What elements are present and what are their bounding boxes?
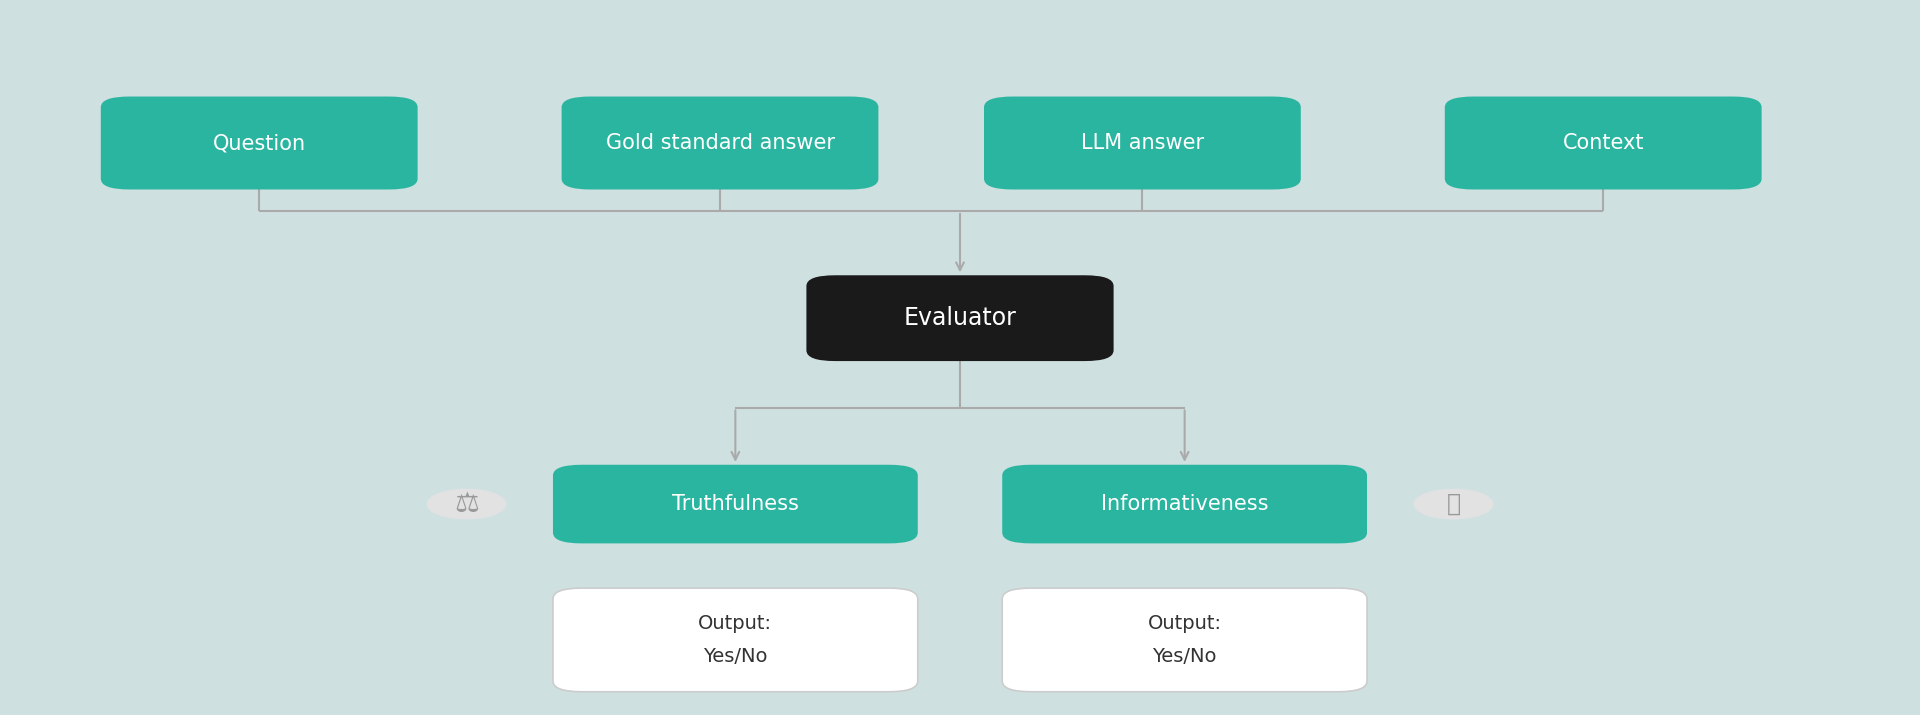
- Text: LLM answer: LLM answer: [1081, 133, 1204, 153]
- FancyBboxPatch shape: [1444, 97, 1763, 189]
- Text: Informativeness: Informativeness: [1100, 494, 1269, 514]
- Text: Truthfulness: Truthfulness: [672, 494, 799, 514]
- FancyBboxPatch shape: [1002, 465, 1367, 543]
- Text: 🔍: 🔍: [1446, 492, 1461, 516]
- Text: Output:
Yes/No: Output: Yes/No: [1148, 614, 1221, 666]
- FancyBboxPatch shape: [561, 97, 879, 189]
- Text: Evaluator: Evaluator: [904, 306, 1016, 330]
- Text: Output:
Yes/No: Output: Yes/No: [699, 614, 772, 666]
- Text: Gold standard answer: Gold standard answer: [605, 133, 835, 153]
- Circle shape: [1415, 490, 1492, 518]
- Text: Question: Question: [213, 133, 305, 153]
- FancyBboxPatch shape: [983, 97, 1302, 189]
- FancyBboxPatch shape: [553, 588, 918, 692]
- FancyBboxPatch shape: [806, 275, 1114, 361]
- FancyBboxPatch shape: [48, 18, 1872, 697]
- Circle shape: [428, 490, 505, 518]
- Text: Context: Context: [1563, 133, 1644, 153]
- FancyBboxPatch shape: [102, 97, 419, 189]
- Text: ⚖: ⚖: [455, 490, 478, 518]
- FancyBboxPatch shape: [553, 465, 918, 543]
- FancyBboxPatch shape: [1002, 588, 1367, 692]
